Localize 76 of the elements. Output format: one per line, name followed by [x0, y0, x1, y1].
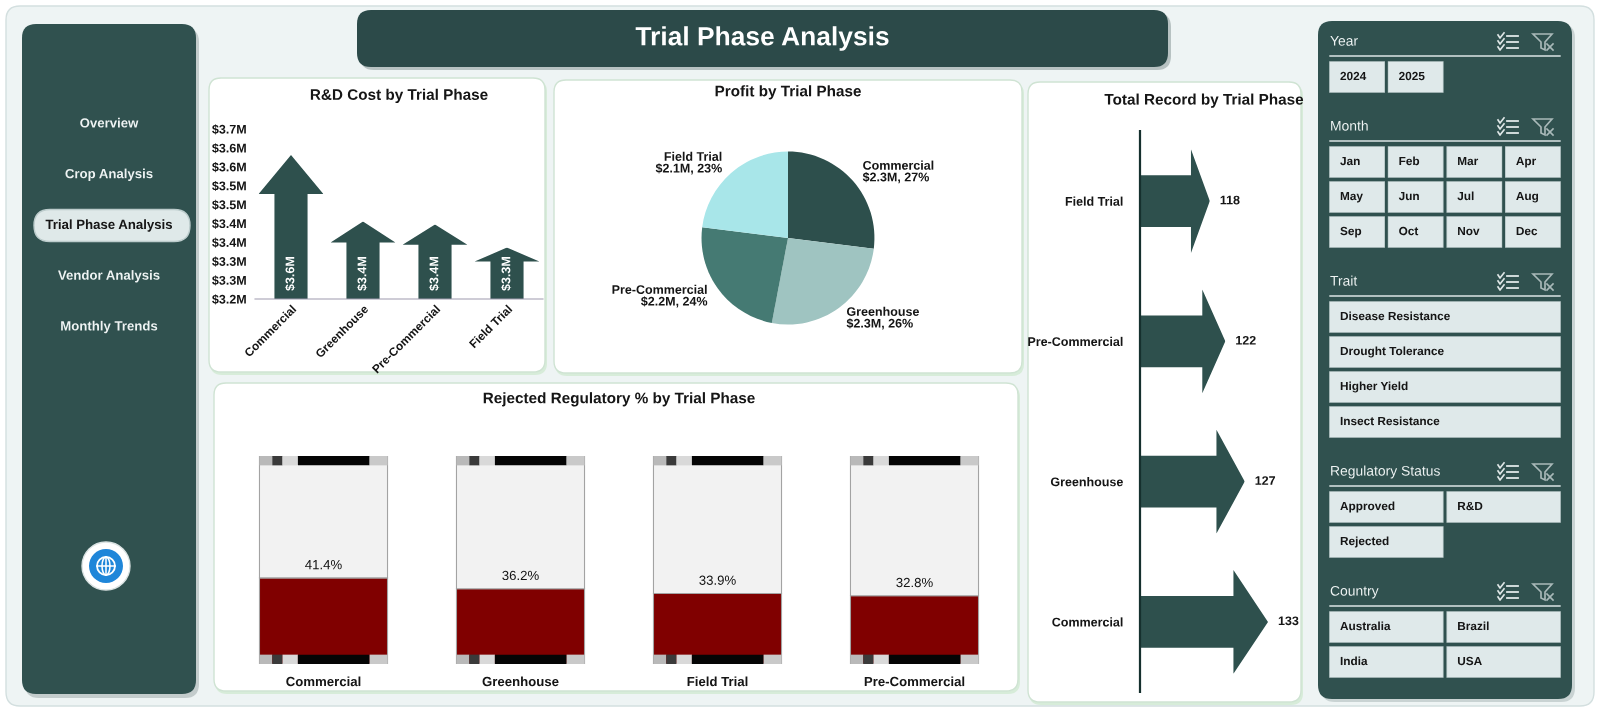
- data-label: 133: [1278, 616, 1299, 626]
- category-label: Drought Tolerance: [1340, 346, 1444, 358]
- category-label: Feb: [1399, 156, 1420, 166]
- y-tick-label: Greenhouse: [1050, 477, 1123, 487]
- category-label: Jan: [1340, 156, 1360, 166]
- x-tick-label: Pre-Commercial: [864, 676, 965, 687]
- data-label: $2.2M, 24%: [641, 296, 708, 308]
- category-label: USA: [1457, 656, 1482, 666]
- data-label: 32.8%: [896, 577, 933, 588]
- y-tick-label: $3.6M: [212, 162, 246, 173]
- y-tick-label: $3.5M: [212, 180, 246, 192]
- category-label: Trial Phase Analysis: [45, 219, 173, 232]
- category-label: Higher Yield: [1340, 381, 1408, 393]
- slice-label: Pre-Commercial: [612, 284, 707, 294]
- x-tick-label: Greenhouse: [482, 676, 559, 687]
- chart-title: Total Record by Trial Phase: [1104, 93, 1304, 108]
- category-label: Monthly Trends: [61, 320, 158, 334]
- category-label: Vendor Analysis: [58, 270, 160, 283]
- data-label: 36.2%: [502, 570, 539, 581]
- y-tick-label: $3.4M: [212, 237, 246, 248]
- data-label: $2.3M, 27%: [862, 172, 929, 184]
- y-tick-label: $3.5M: [212, 199, 246, 211]
- data-label: $2.1M, 23%: [655, 163, 722, 175]
- text: Trial Phase Analysis: [635, 26, 889, 51]
- data-label: $3.3M: [500, 257, 512, 291]
- category-label: Disease Resistance: [1340, 311, 1450, 321]
- category-label: Jun: [1398, 191, 1419, 201]
- category-label: 2024: [1340, 71, 1367, 81]
- x-tick-label: Field Trial: [687, 676, 748, 687]
- text: Trait: [1330, 275, 1358, 286]
- category-label: Brazil: [1458, 621, 1489, 631]
- category-label: Dec: [1516, 226, 1538, 236]
- y-tick-label: $3.4M: [212, 218, 246, 229]
- category-label: 2025: [1399, 71, 1425, 81]
- category-label: Mar: [1458, 156, 1479, 166]
- category-label: Apr: [1516, 156, 1537, 168]
- y-tick-label: Field Trial: [1065, 196, 1123, 206]
- category-label: Aug: [1516, 191, 1539, 203]
- chart-title: Profit by Trial Phase: [715, 85, 861, 100]
- y-tick-label: $3.6M: [212, 143, 246, 154]
- text: Regulatory Status: [1331, 465, 1440, 479]
- category-label: Crop Analysis: [65, 168, 153, 181]
- data-label: 41.4%: [305, 559, 342, 570]
- category-label: Sep: [1340, 226, 1362, 238]
- category-label: R&D: [1458, 501, 1483, 511]
- text: Year: [1330, 36, 1358, 46]
- data-label: $3.4M: [428, 257, 440, 291]
- y-tick-label: $3.2M: [212, 294, 246, 305]
- y-tick-label: $3.7M: [212, 124, 246, 135]
- chart-title: R&D Cost by Trial Phase: [310, 88, 488, 103]
- data-label: 127: [1255, 476, 1276, 485]
- slice-label: Commercial: [863, 160, 934, 170]
- category-label: Insect Resistance: [1340, 416, 1440, 426]
- category-label: Australia: [1340, 621, 1391, 631]
- y-tick-label: Commercial: [1052, 617, 1123, 627]
- text: Month: [1331, 120, 1368, 131]
- category-label: Oct: [1399, 226, 1419, 236]
- data-label: $3.6M: [284, 257, 296, 291]
- chart-title: Rejected Regulatory % by Trial Phase: [483, 392, 755, 407]
- data-label: $3.4M: [356, 257, 368, 291]
- category-label: May: [1340, 191, 1363, 203]
- category-label: Jul: [1457, 191, 1474, 201]
- x-tick-label: Commercial: [286, 676, 361, 687]
- category-label: Nov: [1458, 226, 1480, 236]
- data-label: $2.3M, 26%: [846, 318, 913, 330]
- y-tick-label: $3.3M: [212, 275, 246, 286]
- data-label: 33.9%: [699, 575, 736, 585]
- text: Country: [1330, 585, 1379, 599]
- data-label: 122: [1236, 335, 1256, 345]
- data-label: 118: [1220, 195, 1240, 205]
- category-label: Overview: [80, 117, 139, 128]
- category-label: India: [1340, 656, 1368, 666]
- category-label: Rejected: [1340, 536, 1389, 548]
- slice-label: Field Trial: [664, 151, 722, 161]
- y-tick-label: $3.3M: [212, 256, 246, 267]
- category-label: Approved: [1340, 501, 1395, 513]
